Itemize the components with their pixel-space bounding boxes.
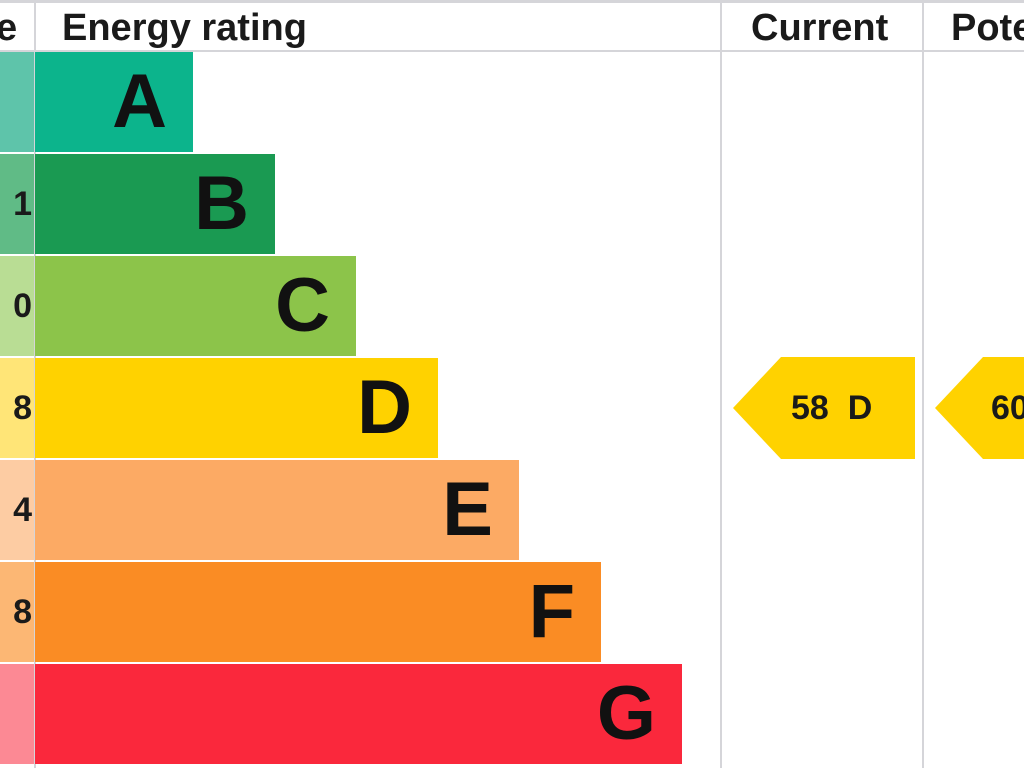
score-cell-c: 0	[0, 256, 34, 356]
score-cell-d: 8	[0, 358, 34, 458]
score-text-f: 8	[13, 593, 32, 631]
band-a: A	[35, 52, 193, 152]
header-potential: Pote	[951, 7, 1024, 49]
score-text-e: 4	[13, 491, 32, 529]
score-cell-a	[0, 52, 34, 152]
current-rating-arrow: 58 D	[733, 357, 915, 459]
band-letter-g: G	[596, 671, 656, 756]
score-text-b: 1	[13, 185, 32, 223]
potential-rating-label: 60	[991, 389, 1024, 427]
header-divider	[0, 50, 1024, 52]
band-letter-a: A	[112, 59, 167, 144]
score-cell-g	[0, 664, 34, 764]
header-score-fragment: e	[0, 7, 18, 49]
current-arrow-shape	[733, 357, 915, 459]
header-energy-rating: Energy rating	[62, 7, 307, 49]
band-g: G	[35, 664, 682, 764]
score-cell-e: 4	[0, 460, 34, 560]
band-letter-b: B	[194, 161, 249, 246]
score-text-c: 0	[13, 287, 32, 325]
potential-arrow-shape	[935, 357, 1024, 459]
band-letter-e: E	[442, 467, 493, 552]
top-border	[0, 0, 1024, 3]
band-b: B	[35, 154, 275, 254]
band-e: E	[35, 460, 519, 560]
score-cell-f: 8	[0, 562, 34, 662]
potential-rating-arrow: 60	[935, 357, 1024, 459]
score-cell-b: 1	[0, 154, 34, 254]
band-d: D	[35, 358, 438, 458]
current-rating-label: 58 D	[791, 389, 873, 427]
band-c: C	[35, 256, 356, 356]
band-letter-c: C	[275, 263, 330, 348]
band-letter-d: D	[357, 365, 412, 450]
header-current: Current	[751, 7, 889, 49]
column-divider-potential	[922, 0, 924, 768]
band-letter-f: F	[528, 569, 575, 654]
band-f: F	[35, 562, 601, 662]
column-divider-current	[720, 0, 722, 768]
score-text-d: 8	[13, 389, 32, 427]
